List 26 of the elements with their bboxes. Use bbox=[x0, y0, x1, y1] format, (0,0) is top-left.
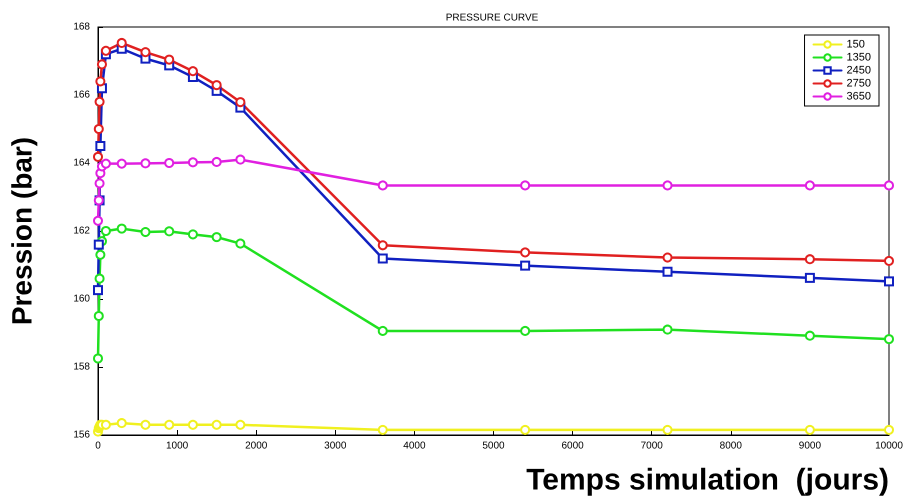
x-tick-label: 4000 bbox=[403, 440, 426, 452]
legend-label: 1350 bbox=[846, 52, 872, 64]
x-tick-label: 5000 bbox=[482, 440, 506, 452]
y-tick-label: 166 bbox=[73, 90, 90, 100]
x-tick-label: 8000 bbox=[720, 440, 742, 452]
y-tick-label: 158 bbox=[73, 362, 90, 372]
y-tick-label: 168 bbox=[73, 22, 90, 32]
x-tick-label: 7000 bbox=[640, 440, 664, 452]
y-tick-label: 156 bbox=[73, 430, 90, 440]
legend-label: 150 bbox=[846, 38, 865, 50]
x-tick-label: 2000 bbox=[245, 440, 268, 452]
chart-title: PRESSURE CURVE bbox=[446, 12, 539, 24]
x-tick-label: 1000 bbox=[166, 440, 189, 452]
y-axis-title: Pression (bar) bbox=[6, 136, 38, 326]
x-tick-label: 6000 bbox=[561, 440, 584, 452]
y-tick-label: 164 bbox=[73, 158, 90, 168]
y-tick-label: 162 bbox=[73, 226, 90, 236]
x-tick-label: 3000 bbox=[324, 440, 347, 452]
x-tick-label: 10000 bbox=[875, 440, 904, 452]
legend-label: 2450 bbox=[846, 64, 872, 76]
x-axis-title: Temps simulation (jours) bbox=[526, 464, 889, 496]
legend-label: 2750 bbox=[846, 78, 872, 90]
x-tick-label: 9000 bbox=[798, 440, 822, 452]
legend-label: 3650 bbox=[846, 90, 872, 102]
y-tick-label: 160 bbox=[73, 294, 90, 304]
x-tick-label: 0 bbox=[95, 440, 102, 452]
